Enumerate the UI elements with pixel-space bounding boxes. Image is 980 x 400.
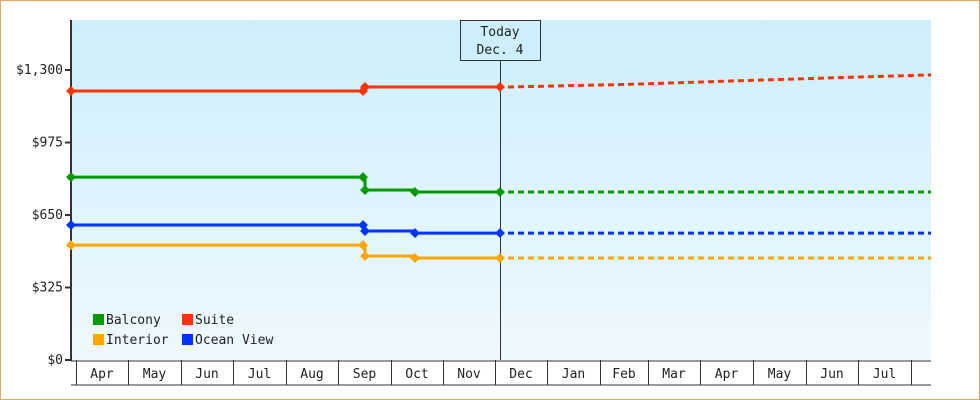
x-tick-label: May xyxy=(143,367,167,382)
data-point[interactable] xyxy=(66,172,76,183)
today-marker: Today Dec. 4 xyxy=(460,20,541,360)
series-interior xyxy=(66,240,931,264)
data-point[interactable] xyxy=(495,187,505,197)
legend-swatch-icon xyxy=(182,314,193,325)
x-tick-label: Apr xyxy=(715,367,739,382)
data-point[interactable] xyxy=(360,226,370,237)
today-label: Today xyxy=(480,25,519,40)
legend-label: Interior xyxy=(106,333,169,348)
y-tick-label: $325 xyxy=(32,281,63,296)
legend-item-balcony[interactable]: Balcony xyxy=(93,313,161,328)
y-tick-label: $650 xyxy=(32,208,63,223)
y-tick-label: $975 xyxy=(32,136,63,151)
x-tick-label: Jun xyxy=(820,367,843,382)
y-tick-label: $0 xyxy=(47,353,63,368)
x-tick-label: Mar xyxy=(662,367,686,382)
legend-item-suite[interactable]: Suite xyxy=(182,313,234,328)
y-axis: $0 $325 $650 $975 $1,300 xyxy=(16,20,72,368)
data-point[interactable] xyxy=(410,228,420,239)
legend-swatch-icon xyxy=(93,314,104,325)
x-tick-label: Apr xyxy=(90,367,114,382)
series-ocean-view xyxy=(66,220,931,239)
legend-item-ocean-view[interactable]: Ocean View xyxy=(182,333,273,348)
data-point[interactable] xyxy=(410,253,420,264)
today-date: Dec. 4 xyxy=(477,43,524,58)
series-balcony xyxy=(66,172,931,197)
data-point[interactable] xyxy=(66,86,76,96)
data-point[interactable] xyxy=(495,228,505,239)
legend-label: Ocean View xyxy=(195,333,273,348)
data-point[interactable] xyxy=(410,187,420,197)
data-point[interactable] xyxy=(360,185,370,195)
x-tick-label: Jan xyxy=(562,367,585,382)
series-lines xyxy=(66,73,932,264)
x-tick-label: Nov xyxy=(457,367,481,382)
x-tick-label: Jun xyxy=(195,367,218,382)
x-axis: Apr May Jun Jul Aug Sep Oct Nov Dec Jan Feb Mar Apr M… xyxy=(71,360,931,386)
legend-label: Suite xyxy=(195,313,234,328)
x-tick-label: Jul xyxy=(873,367,896,382)
x-tick-label: Jul xyxy=(248,367,271,382)
x-tick-label: Sep xyxy=(353,367,377,382)
y-tick-label: $1,300 xyxy=(16,63,63,78)
legend-label: Balcony xyxy=(106,313,161,328)
x-tick-label: Feb xyxy=(612,367,636,382)
x-tick-label: May xyxy=(768,367,792,382)
x-tick-label: Aug xyxy=(300,367,323,382)
legend-swatch-icon xyxy=(93,334,104,345)
data-point[interactable] xyxy=(66,240,76,251)
data-point[interactable] xyxy=(495,253,505,264)
data-point[interactable] xyxy=(358,172,368,183)
data-point[interactable] xyxy=(358,240,368,251)
data-point[interactable] xyxy=(360,251,370,261)
legend: Balcony Suite Interior Ocean View xyxy=(93,313,273,348)
legend-swatch-icon xyxy=(182,334,193,345)
legend-item-interior[interactable]: Interior xyxy=(93,333,169,348)
x-tick-label: Oct xyxy=(405,367,428,382)
x-tick-label: Dec xyxy=(509,367,532,382)
data-point[interactable] xyxy=(66,220,76,230)
